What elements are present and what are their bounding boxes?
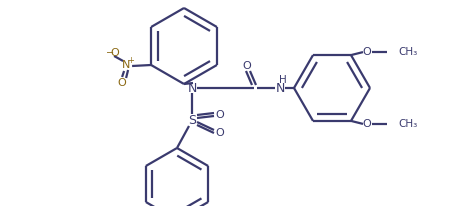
Text: O: O [111,48,119,58]
Text: N: N [275,82,284,95]
Text: O: O [215,128,224,138]
Text: H: H [279,75,286,85]
Text: +: + [127,55,134,64]
Text: O: O [118,78,126,88]
Text: O: O [242,61,251,71]
Text: S: S [188,114,195,126]
Text: N: N [122,60,130,70]
Text: O: O [215,110,224,120]
Text: O: O [362,47,370,57]
Text: −: − [106,48,114,58]
Text: CH₃: CH₃ [397,47,416,57]
Text: N: N [187,82,196,95]
Text: O: O [362,119,370,129]
Text: CH₃: CH₃ [397,119,416,129]
